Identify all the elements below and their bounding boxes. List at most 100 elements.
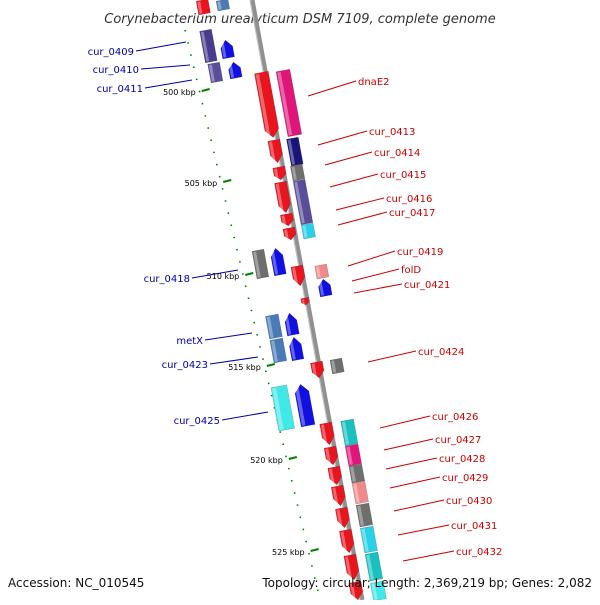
gene-arrow-shine [289, 338, 296, 360]
gene-feature[interactable] [323, 445, 339, 466]
gene-label-right[interactable]: cur_0421 [404, 280, 450, 291]
gene-feature[interactable] [348, 463, 366, 484]
gene-arrow-shine [357, 505, 364, 526]
gene-feature[interactable] [364, 551, 384, 582]
gene-feature[interactable] [340, 418, 359, 447]
gene-label-right[interactable]: cur_0413 [369, 127, 415, 138]
gene-feature[interactable] [284, 312, 300, 337]
gene-label-left[interactable]: cur_0423 [162, 360, 208, 371]
gene-label-right[interactable]: cur_0426 [432, 412, 478, 423]
gene-arrow [330, 484, 346, 507]
gene-arrow [270, 384, 295, 432]
gene-feature[interactable] [270, 247, 287, 277]
gene-feature[interactable] [275, 68, 303, 138]
gene-feature[interactable] [310, 360, 325, 379]
gene-label-left[interactable]: cur_0418 [144, 274, 190, 285]
gene-feature[interactable] [269, 337, 288, 364]
gene-feature[interactable] [292, 178, 314, 226]
gene-label-right[interactable]: cur_0424 [418, 347, 464, 358]
gene-feature[interactable] [280, 212, 294, 227]
gene-label-left[interactable]: cur_0411 [97, 84, 143, 95]
leader-line [324, 151, 373, 166]
gene-feature[interactable] [330, 484, 346, 507]
gene-feature[interactable] [267, 138, 284, 164]
gene-label-right[interactable]: cur_0415 [380, 170, 426, 181]
gene-feature[interactable] [344, 443, 362, 467]
genome-summary-text: Topology: circular; Length: 2,369,219 bp… [261, 576, 592, 590]
gene-feature[interactable] [355, 502, 374, 528]
gene-feature[interactable] [319, 421, 336, 446]
gene-label-left[interactable]: cur_0410 [93, 65, 139, 76]
gene-label-right[interactable]: cur_0416 [386, 194, 432, 205]
gene-feature[interactable] [215, 0, 230, 12]
gene-label-right[interactable]: cur_0432 [456, 547, 502, 558]
gene-feature[interactable] [348, 580, 364, 601]
gene-feature[interactable] [317, 278, 333, 298]
gene-arrow-shine [253, 251, 261, 278]
gene-feature[interactable] [270, 384, 295, 432]
gene-feature[interactable] [343, 553, 360, 581]
gene-label-right[interactable]: cur_0428 [439, 454, 485, 465]
gene-feature[interactable] [195, 0, 211, 16]
gene-arrow [270, 247, 287, 277]
gene-feature[interactable] [282, 226, 297, 241]
gene-arrow-shine [220, 41, 227, 58]
gene-feature[interactable] [329, 357, 345, 375]
gene-arrow-shine [331, 360, 337, 373]
gene-feature[interactable] [290, 163, 306, 182]
gene-feature[interactable] [199, 28, 218, 64]
gene-label-right[interactable]: cur_0430 [446, 496, 492, 507]
gene-label-right[interactable]: dnaE2 [358, 77, 390, 88]
gene-feature[interactable] [207, 61, 224, 84]
gene-feature[interactable] [339, 528, 355, 554]
gene-feature[interactable] [335, 506, 350, 529]
gene-feature[interactable] [288, 336, 305, 362]
gene-arrow [343, 553, 359, 581]
gene-label-left[interactable]: metX [176, 336, 203, 347]
gene-arrow-shine [200, 31, 210, 62]
leader-line [351, 268, 400, 282]
gene-label-right[interactable]: cur_0431 [451, 521, 497, 532]
gene-feature[interactable] [327, 465, 343, 486]
gene-feature[interactable] [265, 313, 283, 340]
kbp-tick-mark [310, 548, 319, 552]
gene-feature[interactable] [286, 136, 304, 167]
gene-feature[interactable] [300, 297, 310, 306]
gene-feature[interactable] [351, 480, 369, 505]
gene-label-right[interactable]: cur_0427 [435, 435, 481, 446]
gene-arrow [195, 0, 211, 16]
gene-label-right[interactable]: cur_0429 [442, 473, 488, 484]
gene-feature[interactable] [272, 165, 287, 181]
accession-text: Accession: NC_010545 [8, 576, 144, 590]
gene-feature[interactable] [370, 580, 387, 602]
gene-labels: cur_0409 cur_0410 cur_0411 cur_0418 metX cur_… [88, 47, 503, 558]
gene-label-right[interactable]: cur_0414 [374, 148, 420, 159]
leader-line [335, 197, 385, 211]
gene-arrow [370, 580, 387, 602]
gene-arrow [289, 336, 305, 362]
gene-label-right[interactable]: cur_0419 [397, 247, 443, 258]
gene-feature[interactable] [294, 383, 316, 428]
gene-feature[interactable] [251, 248, 270, 280]
gene-feature[interactable] [254, 70, 280, 138]
gene-label-right[interactable]: folD [401, 265, 421, 276]
gene-feature[interactable] [300, 222, 316, 240]
gene-label-left[interactable]: cur_0409 [88, 47, 134, 58]
gene-label-right[interactable]: cur_0417 [389, 208, 435, 219]
gene-label-left[interactable]: cur_0425 [174, 416, 220, 427]
leader-line [329, 173, 379, 188]
gene-feature[interactable] [219, 39, 235, 60]
gene-arrow [269, 337, 288, 364]
gene-arrow-shine [284, 229, 289, 240]
gene-arrow-shine [318, 280, 325, 296]
gene-feature[interactable] [227, 61, 243, 80]
leader-line [347, 250, 396, 267]
gene-feature[interactable] [359, 525, 378, 554]
gene-feature[interactable] [290, 264, 306, 287]
leader-line [393, 499, 445, 512]
kbp-ticks: 500 kbp 505 kbp 510 kbp 515 kbp 520 kbp 525 k… [163, 88, 319, 557]
gene-feature[interactable] [314, 263, 330, 280]
gene-arrow-shine [287, 139, 296, 165]
gene-feature[interactable] [274, 180, 292, 214]
gene-arrow-shine [284, 314, 292, 335]
